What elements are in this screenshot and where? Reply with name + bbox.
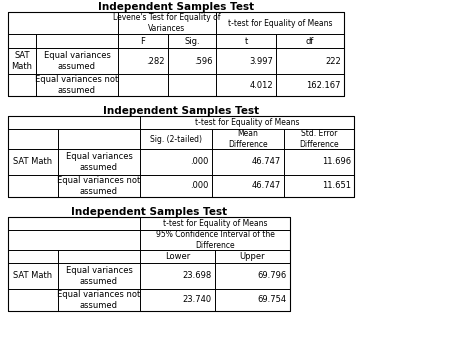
Bar — [118, 12, 216, 34]
Bar — [8, 12, 344, 96]
Text: t: t — [245, 36, 247, 46]
Bar — [36, 48, 118, 74]
Bar — [216, 34, 276, 48]
Bar — [58, 149, 140, 175]
Bar — [8, 250, 58, 263]
Text: 222: 222 — [325, 57, 341, 66]
Bar — [8, 289, 58, 311]
Text: t-test for Equality of Means: t-test for Equality of Means — [228, 19, 332, 27]
Bar — [58, 289, 140, 311]
Text: 4.012: 4.012 — [249, 81, 273, 90]
Bar — [276, 74, 344, 96]
Text: .596: .596 — [194, 57, 213, 66]
Text: 46.747: 46.747 — [252, 181, 281, 190]
Bar — [58, 250, 140, 263]
Bar — [215, 250, 290, 263]
Bar — [8, 12, 118, 34]
Bar — [216, 48, 276, 74]
Bar — [284, 149, 354, 175]
Text: 69.796: 69.796 — [258, 272, 287, 281]
Text: t-test for Equality of Means: t-test for Equality of Means — [163, 219, 267, 228]
Text: 23.740: 23.740 — [183, 296, 212, 305]
Text: Equal variances
assumed: Equal variances assumed — [65, 152, 132, 172]
Text: Equal variances not
assumed: Equal variances not assumed — [36, 75, 118, 95]
Bar — [8, 149, 58, 175]
Bar — [140, 129, 212, 149]
Text: Std. Error
Difference: Std. Error Difference — [299, 129, 339, 149]
Bar — [8, 230, 140, 250]
Bar — [212, 175, 284, 197]
Bar — [8, 48, 36, 74]
Bar — [8, 34, 36, 48]
Bar — [140, 250, 215, 263]
Text: Lower: Lower — [165, 252, 190, 261]
Bar — [168, 74, 216, 96]
Text: 11.696: 11.696 — [322, 157, 351, 166]
Bar — [8, 175, 58, 197]
Text: 95% Confidence Interval of the
Difference: 95% Confidence Interval of the Differenc… — [155, 230, 274, 250]
Text: Equal variances not
assumed: Equal variances not assumed — [57, 290, 141, 310]
Bar — [8, 263, 58, 289]
Text: Independent Samples Test: Independent Samples Test — [103, 106, 259, 116]
Bar — [8, 217, 290, 311]
Text: Independent Samples Test: Independent Samples Test — [71, 207, 227, 217]
Text: 46.747: 46.747 — [252, 157, 281, 166]
Text: 23.698: 23.698 — [183, 272, 212, 281]
Bar — [8, 129, 58, 149]
Text: SAT Math: SAT Math — [13, 272, 53, 281]
Text: t-test for Equality of Means: t-test for Equality of Means — [195, 118, 299, 127]
Bar — [284, 129, 354, 149]
Bar — [140, 175, 212, 197]
Text: Upper: Upper — [240, 252, 265, 261]
Bar — [118, 34, 168, 48]
Bar — [276, 34, 344, 48]
Bar — [8, 217, 140, 230]
Bar — [58, 263, 140, 289]
Bar — [140, 289, 215, 311]
Text: 69.754: 69.754 — [258, 296, 287, 305]
Bar — [140, 116, 354, 129]
Text: .000: .000 — [191, 157, 209, 166]
Bar — [8, 74, 36, 96]
Text: SAT
Math: SAT Math — [11, 51, 33, 71]
Bar — [140, 217, 290, 230]
Bar — [58, 175, 140, 197]
Bar — [118, 74, 168, 96]
Bar — [8, 116, 354, 197]
Text: df: df — [306, 36, 314, 46]
Bar — [215, 289, 290, 311]
Text: SAT Math: SAT Math — [13, 157, 53, 166]
Bar — [140, 149, 212, 175]
Bar — [168, 34, 216, 48]
Bar — [8, 116, 140, 129]
Text: Equal variances not
assumed: Equal variances not assumed — [57, 176, 141, 196]
Bar — [58, 129, 140, 149]
Bar — [216, 74, 276, 96]
Bar — [212, 129, 284, 149]
Bar — [36, 34, 118, 48]
Bar — [212, 149, 284, 175]
Text: 162.167: 162.167 — [307, 81, 341, 90]
Bar — [215, 263, 290, 289]
Bar — [36, 74, 118, 96]
Text: Levene's Test for Equality of
Variances: Levene's Test for Equality of Variances — [113, 13, 221, 33]
Bar — [168, 48, 216, 74]
Text: Equal variances
assumed: Equal variances assumed — [65, 266, 132, 286]
Bar — [118, 48, 168, 74]
Bar — [216, 12, 344, 34]
Text: F: F — [141, 36, 146, 46]
Text: Equal variances
assumed: Equal variances assumed — [44, 51, 110, 71]
Text: Independent Samples Test: Independent Samples Test — [98, 2, 254, 12]
Text: 3.997: 3.997 — [249, 57, 273, 66]
Text: .282: .282 — [146, 57, 165, 66]
Text: Mean
Difference: Mean Difference — [228, 129, 268, 149]
Bar — [140, 263, 215, 289]
Text: .000: .000 — [191, 181, 209, 190]
Text: Sig. (2-tailed): Sig. (2-tailed) — [150, 134, 202, 143]
Bar — [276, 48, 344, 74]
Bar — [140, 230, 290, 250]
Text: Sig.: Sig. — [184, 36, 200, 46]
Text: 11.651: 11.651 — [322, 181, 351, 190]
Bar — [284, 175, 354, 197]
